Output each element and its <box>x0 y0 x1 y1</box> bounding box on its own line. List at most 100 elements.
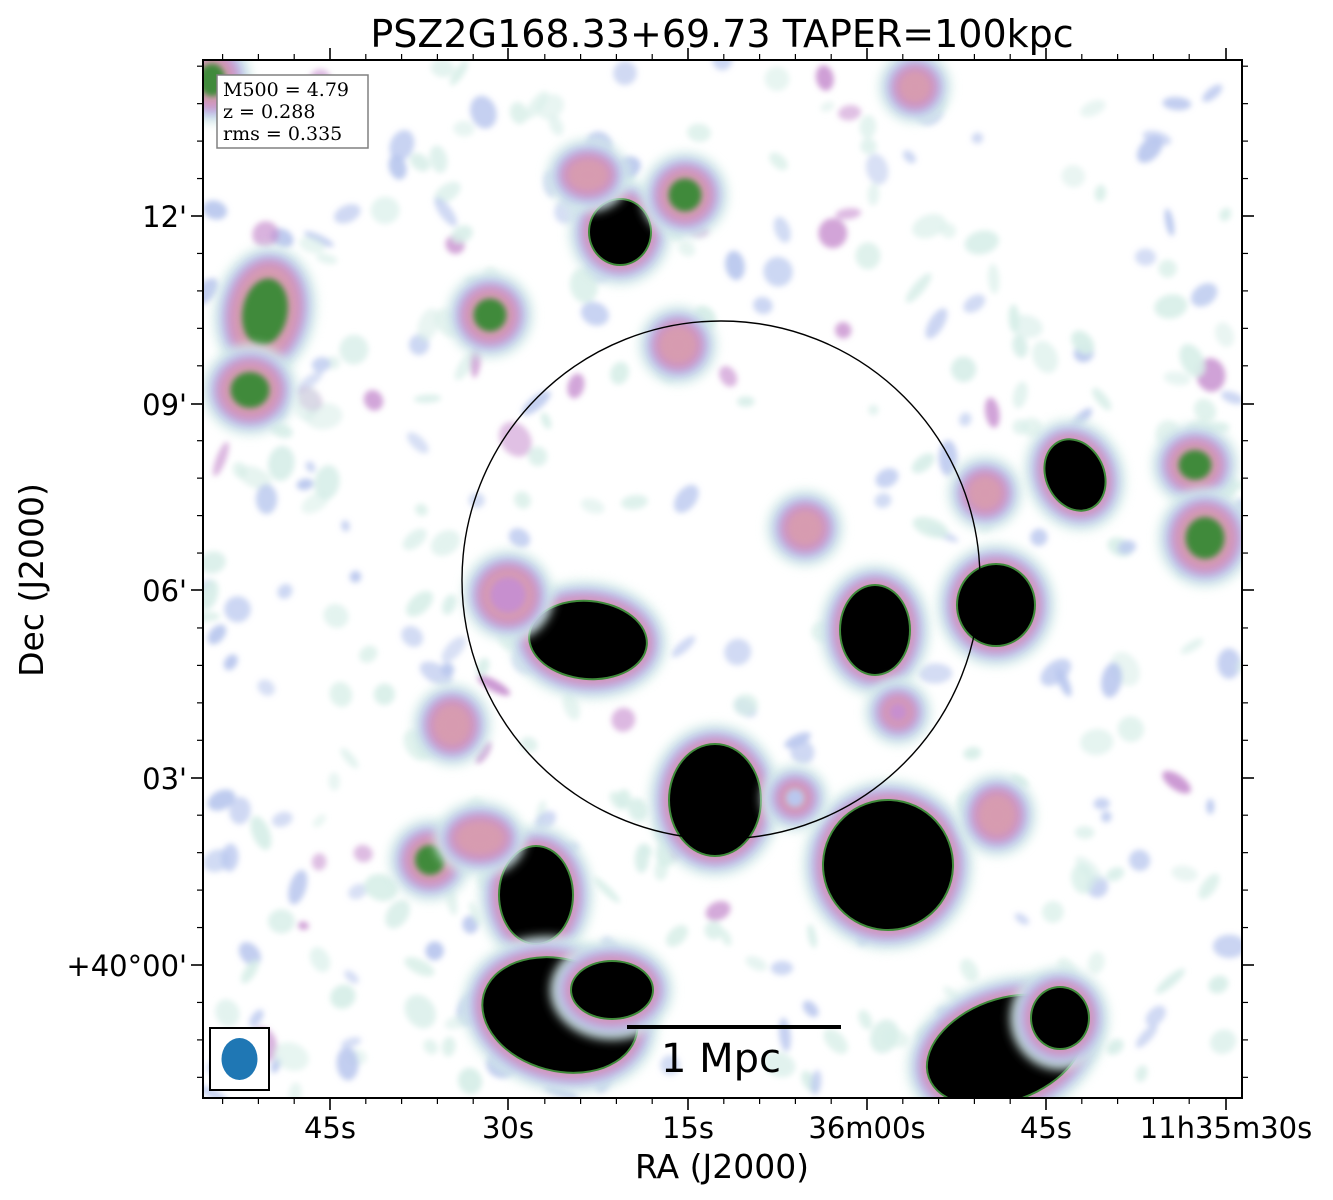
noise-blob <box>203 200 228 220</box>
noise-blob <box>960 958 979 982</box>
noise-blob <box>316 253 338 265</box>
noise-blob <box>1008 304 1020 333</box>
noise-blob <box>444 1015 468 1030</box>
y-tick-label: 06' <box>142 574 187 608</box>
scale-bar: 1 Mpc <box>627 1025 841 1082</box>
plot-area <box>203 60 1242 1098</box>
x-tick-label: 30s <box>482 1111 534 1145</box>
noise-blob <box>252 221 279 248</box>
noise-blob <box>1162 770 1191 794</box>
noise-blob <box>1042 901 1064 923</box>
source-core <box>573 163 603 187</box>
axis-ticks <box>191 48 1254 1110</box>
noise-blob <box>616 789 632 809</box>
noise-blob <box>340 747 359 769</box>
noise-blob <box>339 334 369 365</box>
noise-blob <box>874 492 892 509</box>
noise-blob <box>312 814 326 828</box>
x-tick-label: 11h35m30s <box>1140 1111 1312 1145</box>
noise-blob <box>807 924 817 949</box>
radio-source <box>766 489 844 567</box>
radio-source <box>478 825 594 965</box>
source-core <box>824 801 952 929</box>
radio-source <box>508 579 668 701</box>
noise-blob <box>1202 84 1223 102</box>
noise-blob <box>1194 398 1217 423</box>
noise-blob <box>875 468 899 488</box>
source-core <box>438 710 466 740</box>
noise-blob <box>451 225 473 244</box>
radio-source <box>936 543 1056 667</box>
noise-blob <box>344 970 359 984</box>
noise-blob <box>417 308 440 342</box>
noise-blob <box>294 387 321 421</box>
noise-blob <box>810 1069 822 1096</box>
noise-blob <box>745 956 768 971</box>
noise-blob <box>406 432 429 454</box>
noise-blob <box>855 242 881 270</box>
noise-blob <box>305 461 316 473</box>
noise-blob <box>733 693 759 717</box>
noise-blob <box>442 594 457 615</box>
noise-blob <box>241 959 259 984</box>
y-tick-label: 03' <box>142 762 187 796</box>
noise-blob <box>1061 165 1086 188</box>
noise-blob <box>238 465 272 490</box>
noise-blob <box>434 197 458 227</box>
noise-blob <box>203 551 226 574</box>
noise-blob <box>203 278 219 305</box>
y-tick-label: +40°00' <box>66 949 187 983</box>
noise-blob <box>869 1019 899 1054</box>
noise-blob <box>413 394 442 403</box>
noise-blob <box>1014 913 1030 925</box>
source-core <box>1185 517 1225 559</box>
noise-blob <box>272 811 293 828</box>
noise-blob <box>964 230 999 255</box>
noise-blob <box>1030 528 1048 547</box>
radio-source <box>546 138 630 212</box>
x-tick-label: 45s <box>1020 1111 1072 1145</box>
noise-blob <box>364 873 399 902</box>
noise-blob <box>1162 96 1192 111</box>
noise-blob <box>323 603 349 628</box>
noise-blob <box>719 365 738 387</box>
noise-blob <box>521 390 551 416</box>
noise-blob <box>213 441 229 477</box>
noise-blob <box>353 844 373 863</box>
radio-source <box>957 773 1037 857</box>
noise-blob <box>918 663 953 684</box>
noise-blob <box>1142 130 1172 146</box>
noise-blob <box>911 453 935 474</box>
noise-blob <box>620 494 649 510</box>
noise-blob <box>1071 330 1095 355</box>
noise-blob <box>249 1009 264 1027</box>
noise-blob <box>1191 283 1218 307</box>
noise-blob <box>1158 259 1177 278</box>
noise-blob <box>705 900 731 921</box>
noise-blob <box>548 115 564 136</box>
noise-blob <box>334 204 361 224</box>
noise-blob <box>753 296 773 315</box>
noise-blob <box>329 681 353 707</box>
noise-blob <box>1032 340 1059 374</box>
noise-blob <box>373 683 395 706</box>
noise-blob <box>764 66 790 92</box>
noise-blob <box>666 925 688 947</box>
noise-blob <box>330 984 356 1009</box>
source-core <box>903 75 927 99</box>
radio-source <box>1010 966 1110 1070</box>
source-core <box>242 278 288 346</box>
noise-blob <box>938 440 958 477</box>
noise-blob <box>971 132 984 144</box>
noise-blob <box>257 679 275 696</box>
radio-source <box>1151 423 1239 507</box>
noise-blob <box>207 789 236 811</box>
noise-blob <box>514 491 531 509</box>
noise-blob <box>858 1009 873 1030</box>
beam-ellipse <box>221 1038 258 1080</box>
noise-blob <box>470 95 497 129</box>
noise-blob <box>1094 184 1107 202</box>
source-core <box>889 703 907 721</box>
noise-blob <box>389 130 415 161</box>
noise-blob <box>430 60 455 78</box>
